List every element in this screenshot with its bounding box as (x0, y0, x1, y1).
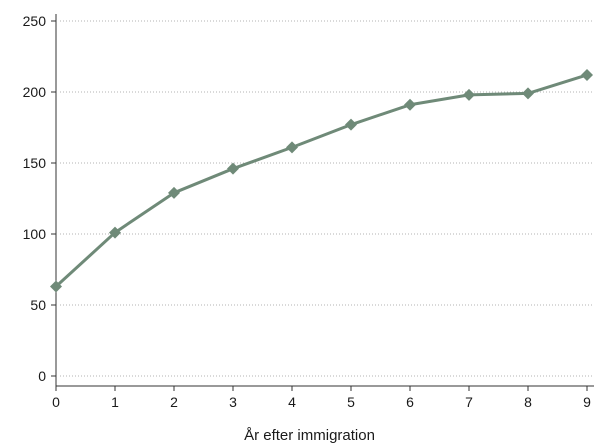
y-tick-label-200: 200 (23, 84, 47, 100)
axes: 0 50 100 150 200 250 0 1 2 3 4 5 6 7 8 9 (23, 13, 594, 410)
x-tick-label-7: 7 (465, 394, 473, 410)
data-point-7 (463, 88, 475, 101)
data-point-4 (286, 141, 298, 154)
data-point-6 (404, 98, 416, 111)
x-tick-label-8: 8 (524, 394, 532, 410)
y-tick-label-50: 50 (30, 297, 46, 313)
x-axis-title: År efter immigration (244, 427, 375, 444)
y-tick-label-100: 100 (23, 226, 47, 242)
x-tick-label-2: 2 (170, 394, 178, 410)
y-tick-label-250: 250 (23, 13, 47, 29)
x-tick-label-9: 9 (583, 394, 591, 410)
data-point-8 (522, 87, 534, 100)
y-tick-label-0: 0 (38, 368, 46, 384)
x-tick-label-6: 6 (406, 394, 414, 410)
data-point-0 (50, 280, 62, 293)
series-layer (50, 68, 593, 293)
y-tick-label-150: 150 (23, 155, 47, 171)
series-line-0 (54, 73, 589, 289)
x-tick-label-4: 4 (288, 394, 296, 410)
data-point-3 (227, 162, 239, 175)
x-tick-label-1: 1 (111, 394, 119, 410)
data-point-5 (345, 118, 357, 131)
x-tick-label-3: 3 (229, 394, 237, 410)
data-point-2 (168, 186, 180, 199)
gridlines (60, 20, 592, 377)
x-tick-label-5: 5 (347, 394, 355, 410)
x-tick-label-0: 0 (52, 394, 60, 410)
data-point-1 (109, 226, 121, 239)
data-point-9 (581, 68, 593, 81)
